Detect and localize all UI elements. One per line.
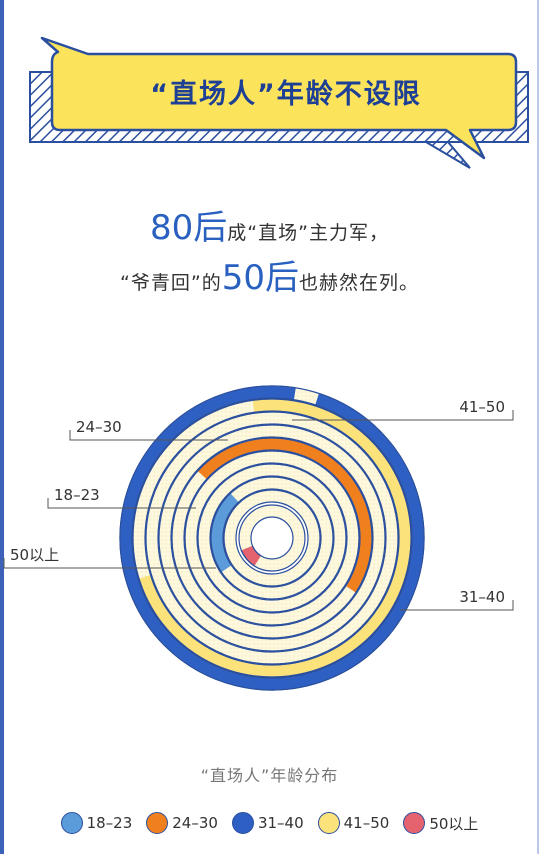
data-label: 41–50 — [459, 398, 505, 416]
bar-31–40 — [120, 386, 424, 690]
ring-outline — [170, 436, 374, 640]
ring-outline — [209, 475, 335, 601]
legend-label: 24–30 — [172, 814, 218, 832]
banner-title: “直场人”年龄不设限 — [150, 78, 422, 110]
ring-outline — [223, 489, 321, 587]
ring-outline — [157, 423, 387, 653]
bar-outline — [131, 397, 413, 679]
bar-outline — [149, 410, 400, 666]
chart-leader-lines: 50以上 18–23 24–30 41–50 31–40 — [3, 398, 514, 611]
bar-50以上 — [241, 545, 261, 566]
ring-outline — [235, 501, 309, 575]
legend-swatch — [403, 812, 426, 834]
radial-bar-chart: 50以上 18–23 24–30 41–50 31–40 — [3, 385, 514, 691]
data-label: 24–30 — [76, 418, 122, 436]
bar-18–23 — [211, 493, 239, 572]
bar-41–50 — [139, 399, 411, 677]
data-label: 50以上 — [10, 546, 59, 564]
data-label: 18–23 — [54, 486, 100, 504]
leader-line — [292, 410, 514, 421]
legend-item: 24–30 — [146, 812, 218, 834]
ring-track — [239, 505, 305, 571]
ring-outline — [238, 504, 306, 572]
ring-outline — [184, 450, 360, 626]
left-border — [0, 0, 4, 854]
title-banner — [29, 36, 529, 169]
headline-line2-pre: “爷青回”的 — [120, 272, 222, 294]
bar-outline — [119, 385, 425, 691]
legend-swatch — [317, 812, 340, 834]
headline-line1-text: 成“直场”主力军， — [227, 222, 389, 244]
ring-outline — [145, 411, 399, 665]
legend-item: 41–50 — [317, 812, 390, 834]
headline-line-2: “爷青回”的50后也赫然在列。 — [0, 250, 539, 299]
leader-line — [3, 558, 216, 569]
ring-track — [185, 451, 359, 625]
data-label: 31–40 — [459, 588, 505, 606]
bar-outline — [197, 437, 373, 593]
ring-outline — [197, 463, 347, 613]
legend-label: 41–50 — [343, 814, 390, 832]
bar-outline — [138, 398, 412, 678]
legend-label: 18–23 — [86, 814, 133, 832]
legend-item: 50以上 — [403, 812, 478, 834]
legend-swatch — [231, 812, 254, 834]
leader-line — [47, 498, 196, 509]
legend-item: 18–23 — [60, 812, 133, 834]
ring-track — [159, 425, 385, 651]
headline-line-1: 80后成“直场”主力军， — [0, 200, 539, 249]
legend-item: 31–40 — [231, 812, 304, 834]
headline-line2-text: 也赫然在列。 — [298, 272, 419, 294]
bar-outline — [206, 449, 361, 587]
ring-outline — [158, 424, 386, 652]
ring-track — [146, 412, 398, 664]
bar-outline — [210, 492, 231, 573]
chart-legend: 18–23 24–30 31–40 41–50 50以上 — [0, 812, 539, 834]
legend-label: 50以上 — [429, 814, 479, 833]
chart-bars — [119, 385, 425, 691]
ring-outline — [196, 462, 348, 614]
chart-title: “直场人”年龄分布 — [200, 766, 339, 785]
headline-50s: 50后 — [221, 258, 299, 298]
legend-swatch — [146, 812, 169, 834]
leader-line — [400, 600, 514, 611]
bar-outline — [222, 501, 239, 566]
ring-outline — [250, 516, 294, 560]
bar-outline — [251, 545, 262, 557]
ring-track — [198, 464, 346, 612]
legend-swatch — [60, 812, 83, 834]
bar-24–30 — [198, 438, 372, 593]
legend-label: 31–40 — [257, 814, 304, 832]
headline-80s: 80后 — [150, 208, 228, 248]
right-border — [537, 0, 539, 854]
leader-line — [69, 430, 228, 441]
ring-track — [224, 490, 320, 586]
bar-outline — [240, 550, 255, 567]
